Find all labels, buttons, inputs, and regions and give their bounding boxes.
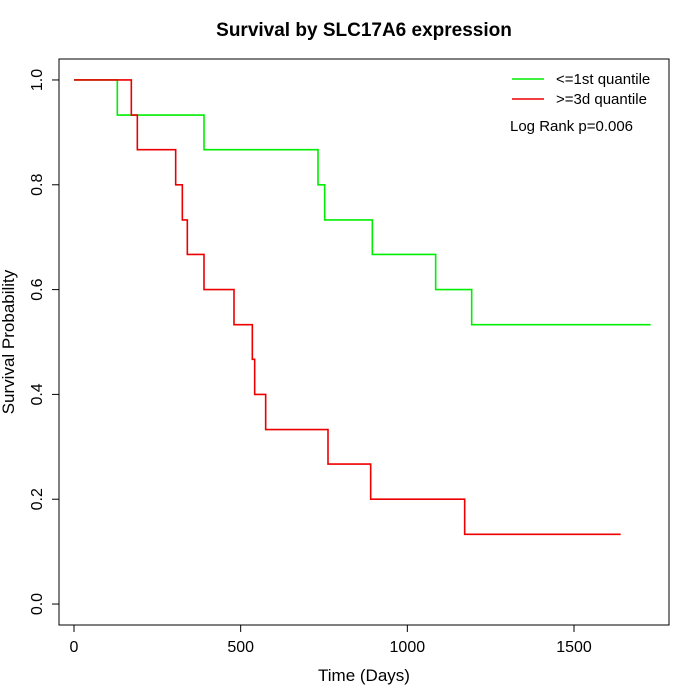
logrank-annotation: Log Rank p=0.006 (510, 118, 633, 135)
y-tick-label: 1.0 (29, 69, 46, 91)
x-axis: 0 500 1000 1500 (70, 624, 592, 656)
legend-label-low: <=1st quantile (556, 71, 650, 88)
y-tick-label: 0.4 (29, 383, 46, 405)
legend-label-high: >=3d quantile (556, 91, 647, 108)
x-tick-label: 1000 (390, 639, 426, 656)
y-tick-label: 0.8 (29, 174, 46, 196)
y-tick-label: 0.6 (29, 278, 46, 300)
x-axis-label: Time (Days) (318, 666, 410, 685)
survival-curve-high (74, 79, 621, 536)
y-axis-label: Survival Probability (0, 269, 18, 414)
x-tick-label: 500 (227, 639, 254, 656)
legend: <=1st quantile >=3d quantile (512, 71, 650, 108)
y-tick-label: 0.0 (29, 593, 46, 615)
chart-title: Survival by SLC17A6 expression (216, 20, 512, 41)
survival-curve-low (74, 79, 651, 326)
y-tick-label: 0.2 (29, 488, 46, 510)
y-axis: 0.0 0.2 0.4 0.6 0.8 1.0 (29, 69, 60, 615)
plot-frame (58, 58, 670, 626)
x-tick-label: 1500 (556, 639, 592, 656)
x-tick-label: 0 (70, 639, 79, 656)
series-layer (74, 79, 651, 536)
